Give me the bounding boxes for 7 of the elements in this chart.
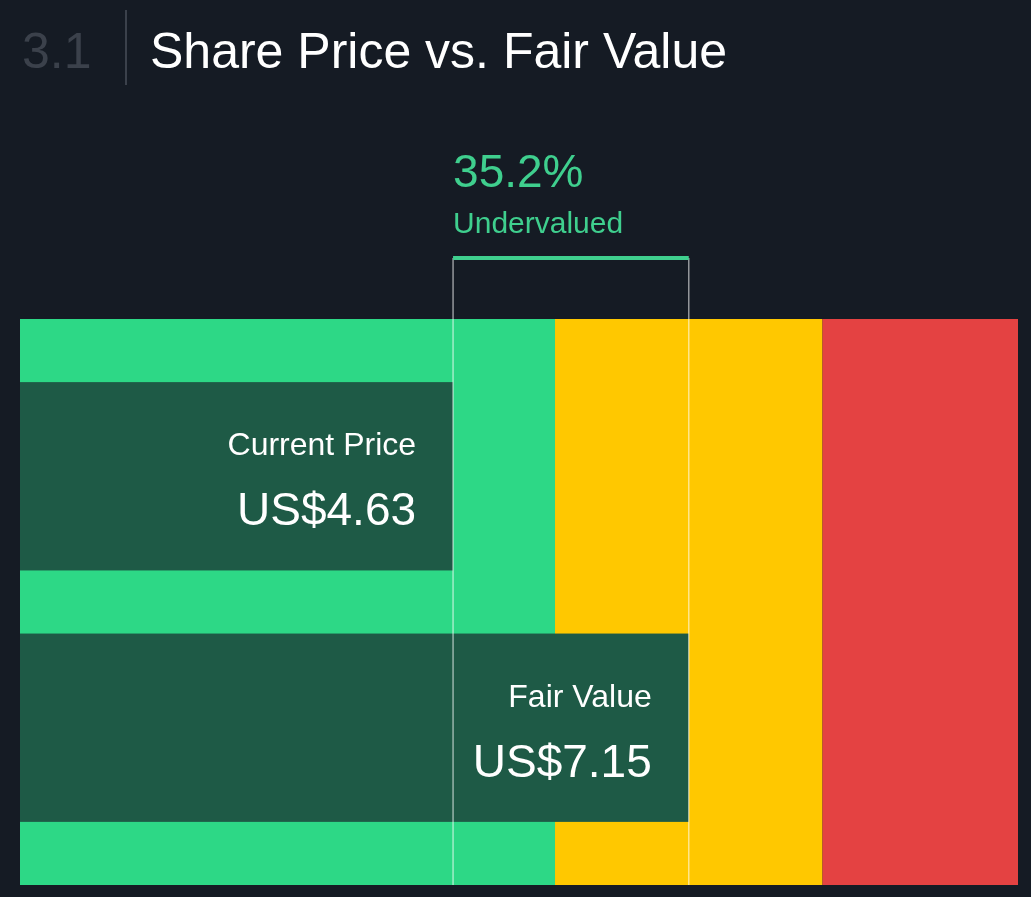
chart-title: Share Price vs. Fair Value [150,23,728,79]
text: Undervalued [453,206,624,239]
y-tick-label: Fair Value [508,677,652,714]
y-tick-label: Current Price [227,426,417,463]
data-label: US$7.15 [472,734,652,787]
text: 35.2% [453,145,584,197]
data-label: US$4.63 [237,483,417,536]
